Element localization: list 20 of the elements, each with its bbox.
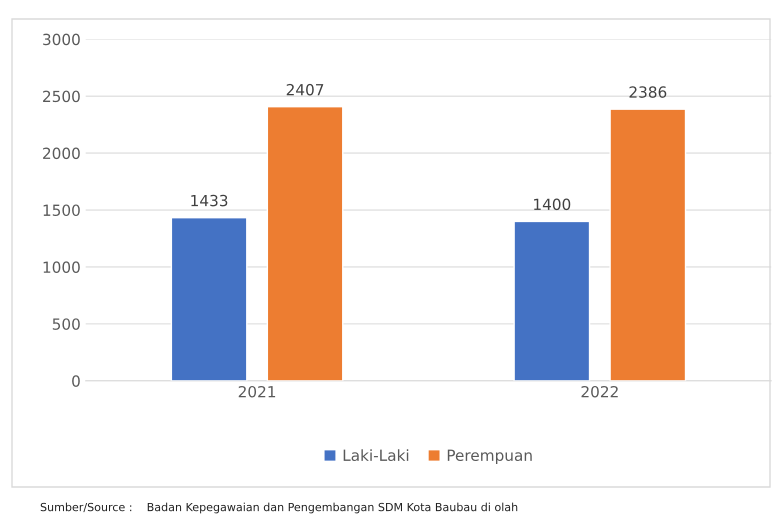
legend-label: Laki-Laki xyxy=(344,449,408,462)
data-label: 1433 xyxy=(191,194,228,206)
data-label: 2386 xyxy=(629,86,666,98)
text: Sumber/Source : Badan Kepegawaian dan Pengembangan SDM Kota Baubau di olah xyxy=(40,502,518,514)
legend-label: Perempuan xyxy=(448,450,532,464)
y-tick-label: 500 xyxy=(52,318,80,330)
bar xyxy=(513,220,590,381)
bar xyxy=(170,216,248,381)
bar xyxy=(609,108,686,381)
x-tick-label: 2022 xyxy=(582,386,618,398)
y-tick-label: 2500 xyxy=(43,90,80,102)
bar xyxy=(266,106,344,381)
y-tick-label: 3000 xyxy=(43,34,80,46)
data-label: 2407 xyxy=(286,84,324,96)
data-label: 1400 xyxy=(534,198,570,210)
y-tick-label: 0 xyxy=(72,375,80,387)
y-tick-label: 2000 xyxy=(43,148,80,160)
y-tick-label: 1000 xyxy=(44,261,80,273)
y-tick-label: 1500 xyxy=(44,204,80,216)
x-tick-label: 2021 xyxy=(238,386,276,398)
